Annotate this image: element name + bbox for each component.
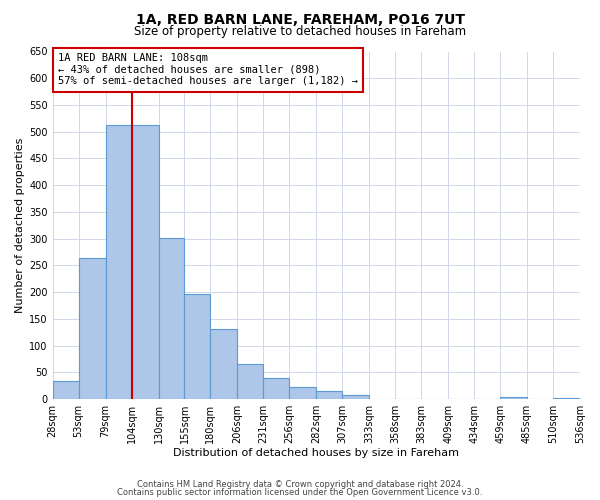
Bar (342, 395, 369, 399)
Bar (263, 378, 289, 399)
Bar (553, 398, 580, 399)
Y-axis label: Number of detached properties: Number of detached properties (15, 138, 25, 313)
Text: Contains public sector information licensed under the Open Government Licence v3: Contains public sector information licen… (118, 488, 482, 497)
Text: 1A RED BARN LANE: 108sqm
← 43% of detached houses are smaller (898)
57% of semi-: 1A RED BARN LANE: 108sqm ← 43% of detach… (58, 53, 358, 86)
Bar (131, 125, 158, 399)
Bar (79, 258, 106, 399)
Bar (238, 364, 263, 399)
Bar (106, 125, 131, 399)
Text: 1A, RED BARN LANE, FAREHAM, PO16 7UT: 1A, RED BARN LANE, FAREHAM, PO16 7UT (136, 12, 464, 26)
Bar (316, 391, 342, 399)
Text: Contains HM Land Registry data © Crown copyright and database right 2024.: Contains HM Land Registry data © Crown c… (137, 480, 463, 489)
Bar (211, 329, 238, 399)
Bar (289, 387, 316, 399)
Bar (500, 398, 527, 399)
Bar (53, 382, 79, 399)
X-axis label: Distribution of detached houses by size in Fareham: Distribution of detached houses by size … (173, 448, 460, 458)
Text: Size of property relative to detached houses in Fareham: Size of property relative to detached ho… (134, 24, 466, 38)
Bar (158, 238, 184, 399)
Bar (184, 294, 211, 399)
